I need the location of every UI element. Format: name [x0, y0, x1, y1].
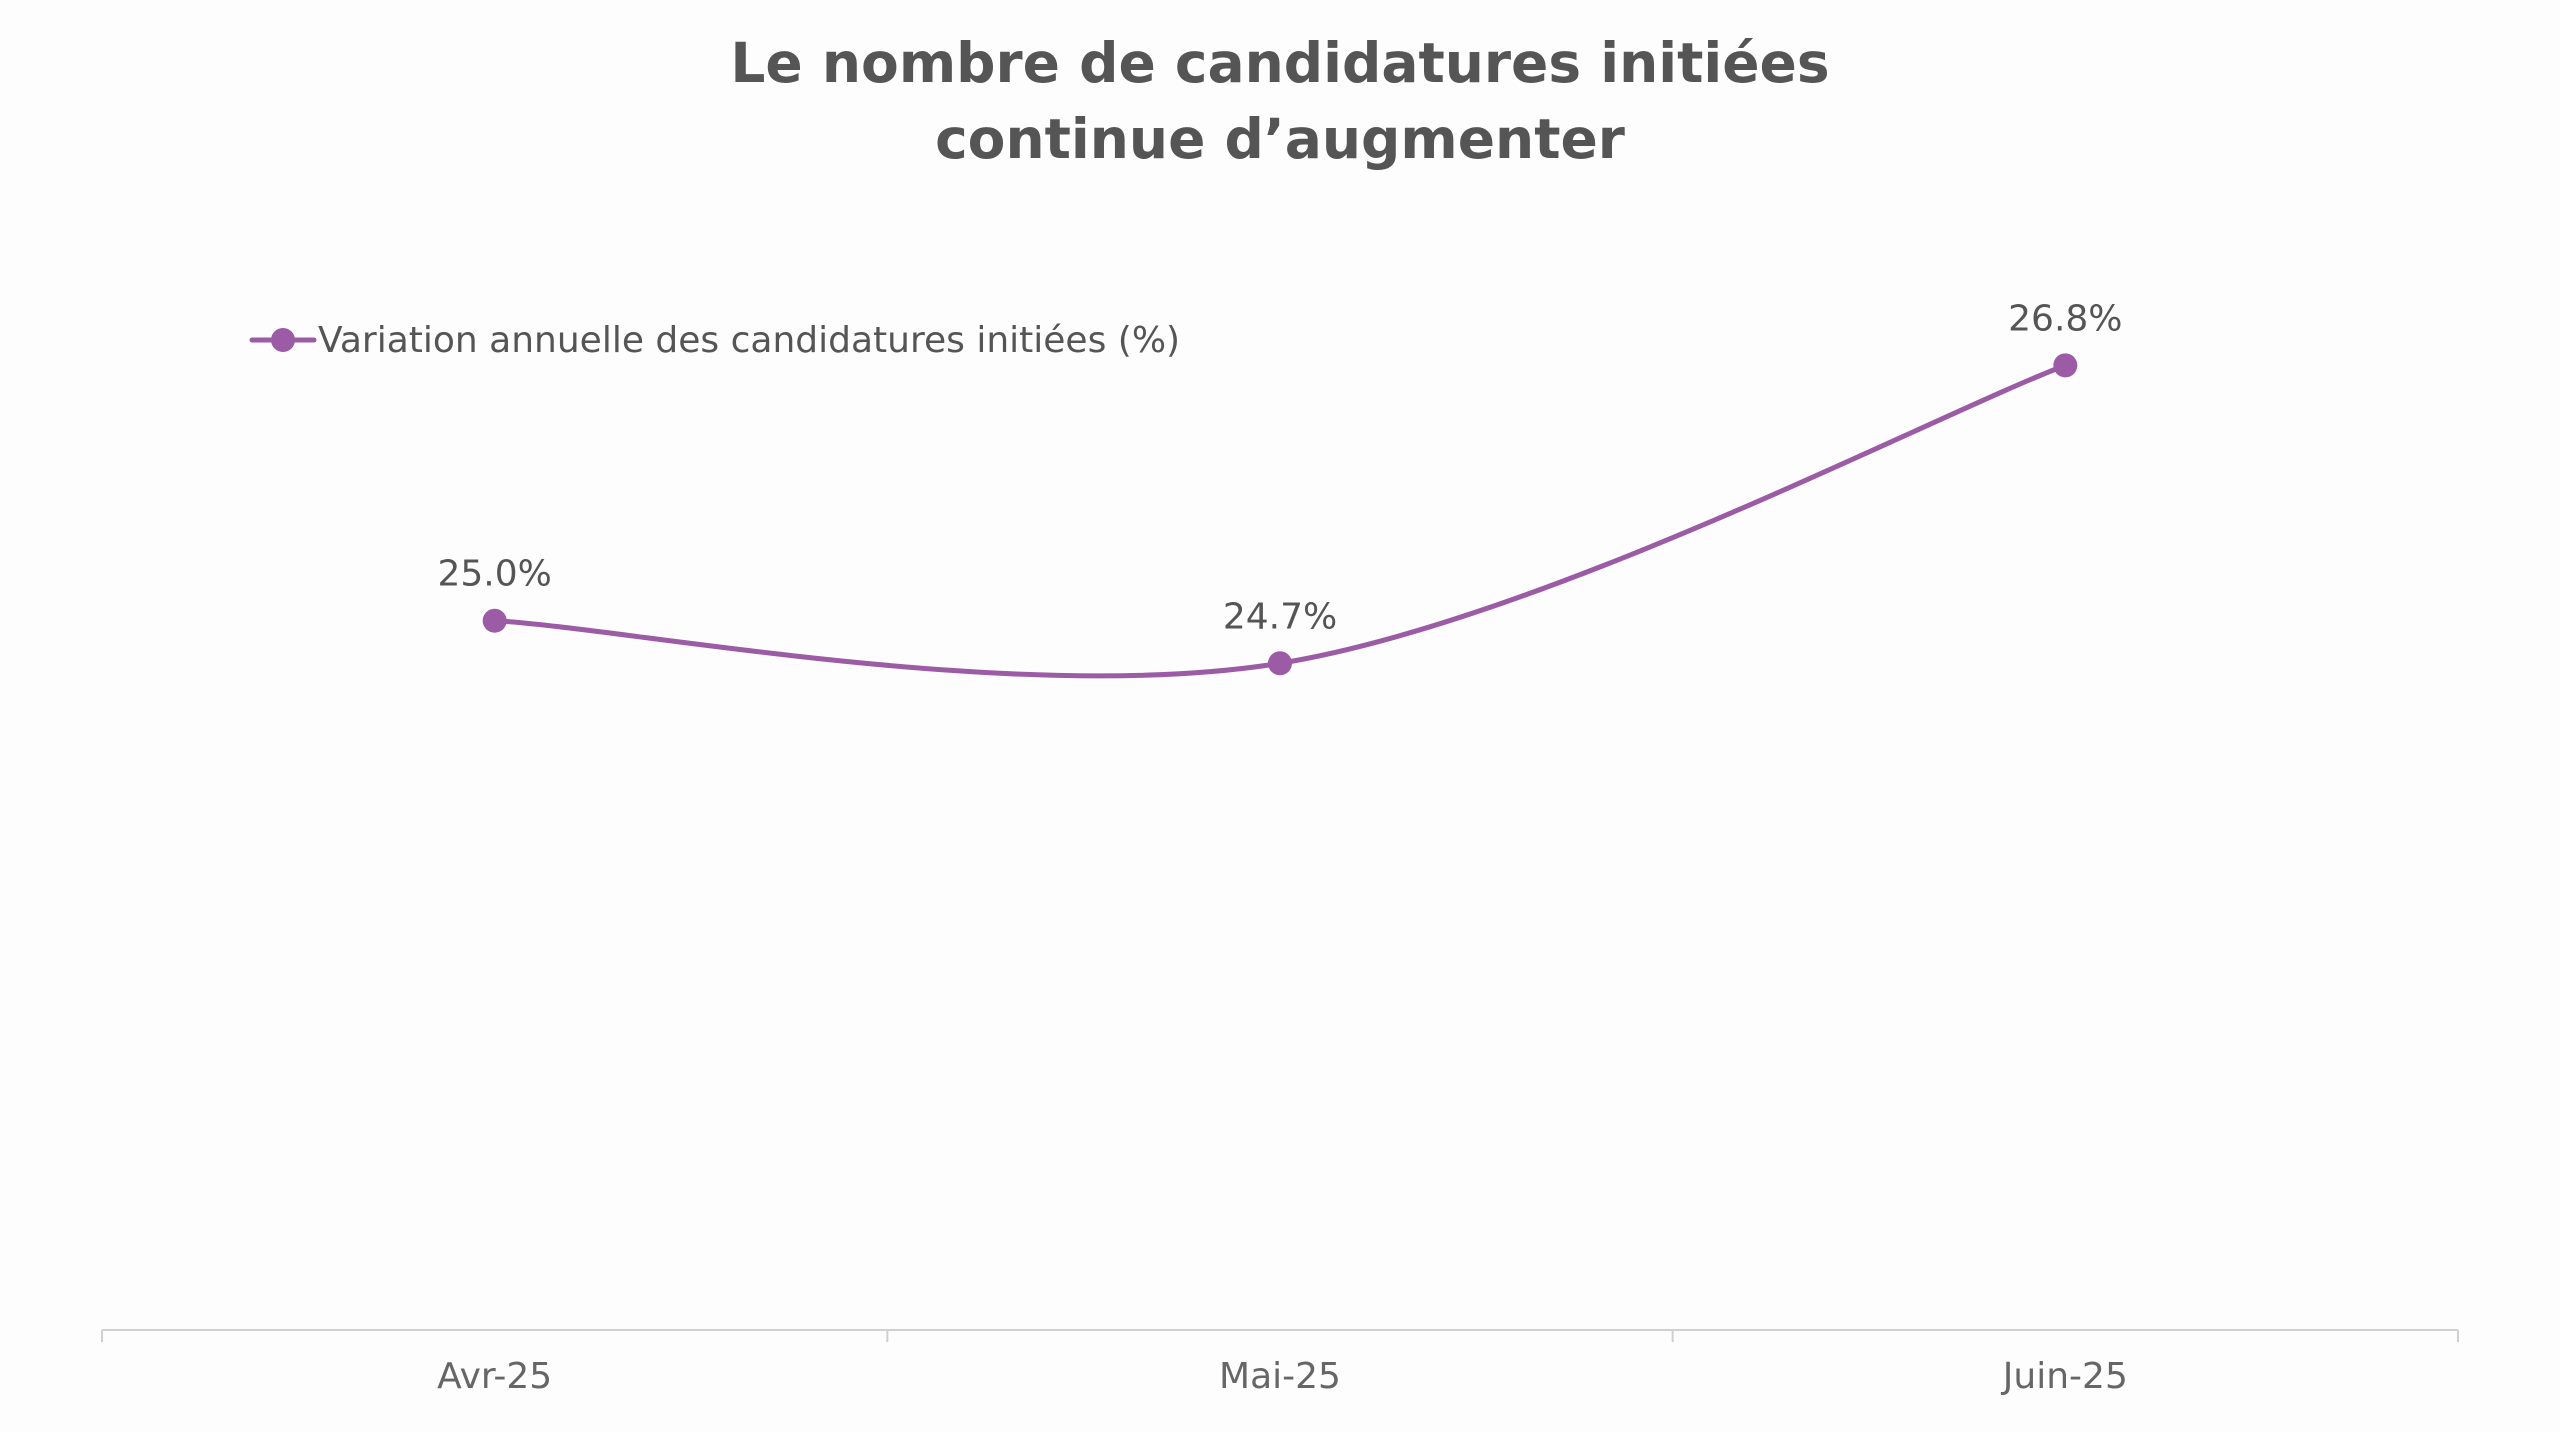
- data-point: [1268, 651, 1292, 676]
- series-layer: 25.0% 24.7% 26.8%: [437, 298, 2123, 679]
- data-label: 26.8%: [2008, 298, 2122, 339]
- x-tick-label: Juin-25: [2001, 1356, 2128, 1397]
- legend: Variation annuelle des candidatures init…: [249, 320, 1180, 361]
- chart-title-line-1: Le nombre de candidatures initiées: [730, 31, 1829, 95]
- data-point: [2053, 353, 2078, 378]
- data-label: 24.7%: [1223, 596, 1337, 637]
- legend-label: Variation annuelle des candidatures init…: [318, 320, 1180, 361]
- x-tick-label: Mai-25: [1219, 1356, 1341, 1397]
- data-point: [482, 608, 507, 633]
- legend-point-marker: [271, 328, 295, 352]
- x-tick-label: Avr-25: [437, 1356, 552, 1397]
- chart-title-line-2: continue d’augmenter: [935, 107, 1625, 171]
- data-label: 25.0%: [437, 554, 551, 595]
- x-axis: Avr-25 Mai-25 Juin-25: [101, 1329, 2459, 1397]
